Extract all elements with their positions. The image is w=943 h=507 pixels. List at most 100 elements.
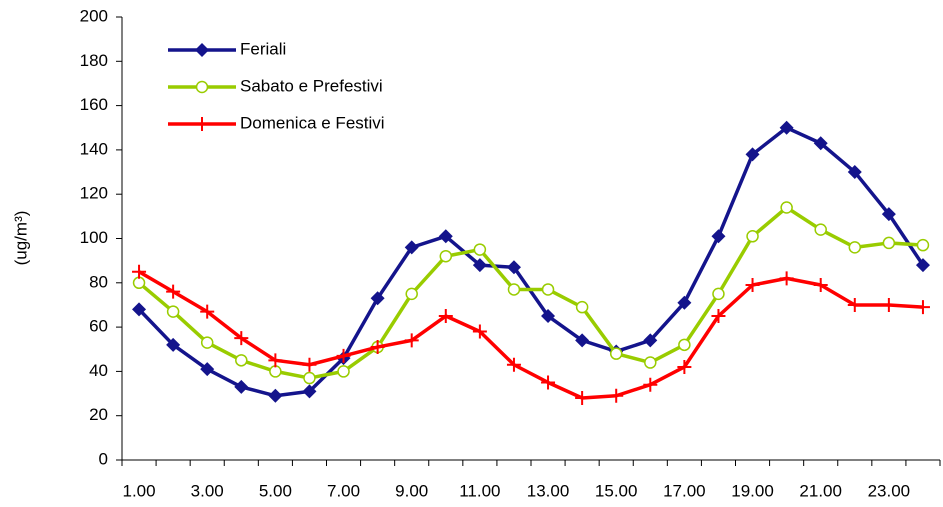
x-tick-label: 19.00 xyxy=(731,481,774,500)
x-tick-label: 11.00 xyxy=(459,481,500,500)
data-point xyxy=(745,278,760,293)
legend-marker xyxy=(195,80,209,94)
data-point xyxy=(541,283,555,296)
data-point xyxy=(302,384,317,399)
x-tick-label: 7.00 xyxy=(327,481,360,500)
data-point xyxy=(506,357,521,372)
data-point xyxy=(506,260,521,275)
data-point xyxy=(438,229,453,244)
y-tick-label: 80 xyxy=(89,272,108,291)
data-point xyxy=(269,365,282,378)
data-point xyxy=(813,136,828,151)
x-tick-label: 15.00 xyxy=(595,481,638,500)
data-point xyxy=(575,390,590,405)
legend-label: Sabato e Prefestivi xyxy=(240,76,383,95)
data-point xyxy=(881,297,896,312)
data-point xyxy=(439,249,453,263)
data-point xyxy=(779,120,794,135)
legend-marker xyxy=(195,43,209,57)
data-point xyxy=(337,365,350,378)
y-tick-label: 60 xyxy=(89,317,108,336)
series-line xyxy=(137,126,925,398)
data-point xyxy=(541,309,556,324)
series-line xyxy=(138,270,924,400)
y-tick-label: 0 xyxy=(99,449,108,468)
x-tick-label: 3.00 xyxy=(191,481,224,500)
data-point xyxy=(302,357,317,372)
data-point xyxy=(473,243,487,256)
data-point xyxy=(847,165,862,180)
y-tick-label: 100 xyxy=(80,228,108,247)
legend-label: Feriali xyxy=(240,39,286,58)
data-point xyxy=(711,309,726,324)
data-point xyxy=(370,340,385,355)
y-tick-label: 20 xyxy=(89,405,108,424)
y-tick-label: 180 xyxy=(80,51,108,70)
data-point xyxy=(678,338,691,352)
data-point xyxy=(472,324,487,339)
data-point xyxy=(881,207,896,222)
x-tick-label: 21.00 xyxy=(799,481,842,500)
data-point xyxy=(200,336,214,349)
data-point xyxy=(848,241,862,254)
x-tick-label: 17.00 xyxy=(663,481,706,500)
data-point xyxy=(404,333,419,348)
data-point xyxy=(644,356,657,369)
x-tick-label: 1.00 xyxy=(122,481,155,500)
data-point xyxy=(575,333,590,348)
y-axis-label: (ug/m³) xyxy=(11,211,30,266)
x-tick-label: 23.00 xyxy=(868,481,911,500)
data-point xyxy=(303,371,316,385)
data-point xyxy=(643,333,658,348)
data-point xyxy=(268,353,283,368)
data-point xyxy=(234,379,249,394)
legend-marker xyxy=(195,117,209,131)
data-point xyxy=(234,331,249,346)
x-tick-label: 5.00 xyxy=(259,481,292,500)
data-point xyxy=(711,229,726,244)
data-point xyxy=(609,388,624,403)
data-point xyxy=(643,377,658,392)
data-point xyxy=(915,258,930,273)
data-point xyxy=(609,347,623,360)
data-point xyxy=(404,240,419,255)
data-point xyxy=(472,258,487,273)
data-point xyxy=(200,304,215,319)
legend-label: Domenica e Festivi xyxy=(240,113,385,132)
data-point xyxy=(166,337,181,352)
data-point xyxy=(677,295,692,310)
y-tick-label: 140 xyxy=(80,139,108,158)
data-point xyxy=(677,359,692,374)
data-point xyxy=(779,271,794,286)
data-point xyxy=(541,375,556,390)
data-point xyxy=(200,362,215,377)
y-tick-label: 200 xyxy=(80,6,108,25)
y-tick-label: 160 xyxy=(80,95,108,114)
data-point xyxy=(575,300,589,314)
data-point xyxy=(132,276,146,290)
data-point xyxy=(370,291,385,306)
data-point xyxy=(438,309,453,324)
data-point xyxy=(882,236,896,250)
data-point xyxy=(847,297,862,312)
data-point xyxy=(132,264,147,279)
data-point xyxy=(916,238,930,252)
data-point xyxy=(780,201,793,214)
data-point xyxy=(745,147,760,162)
x-tick-label: 9.00 xyxy=(395,481,428,500)
y-tick-label: 120 xyxy=(80,184,108,203)
data-point xyxy=(405,287,418,301)
y-tick-label: 40 xyxy=(89,361,108,380)
data-point xyxy=(336,348,351,363)
data-point xyxy=(268,388,283,403)
data-point xyxy=(712,287,725,301)
data-point xyxy=(507,283,521,296)
data-point xyxy=(915,300,930,315)
data-point xyxy=(235,354,248,367)
data-point xyxy=(814,223,827,236)
data-point xyxy=(166,284,181,299)
data-point xyxy=(813,278,828,293)
data-point xyxy=(132,302,147,317)
